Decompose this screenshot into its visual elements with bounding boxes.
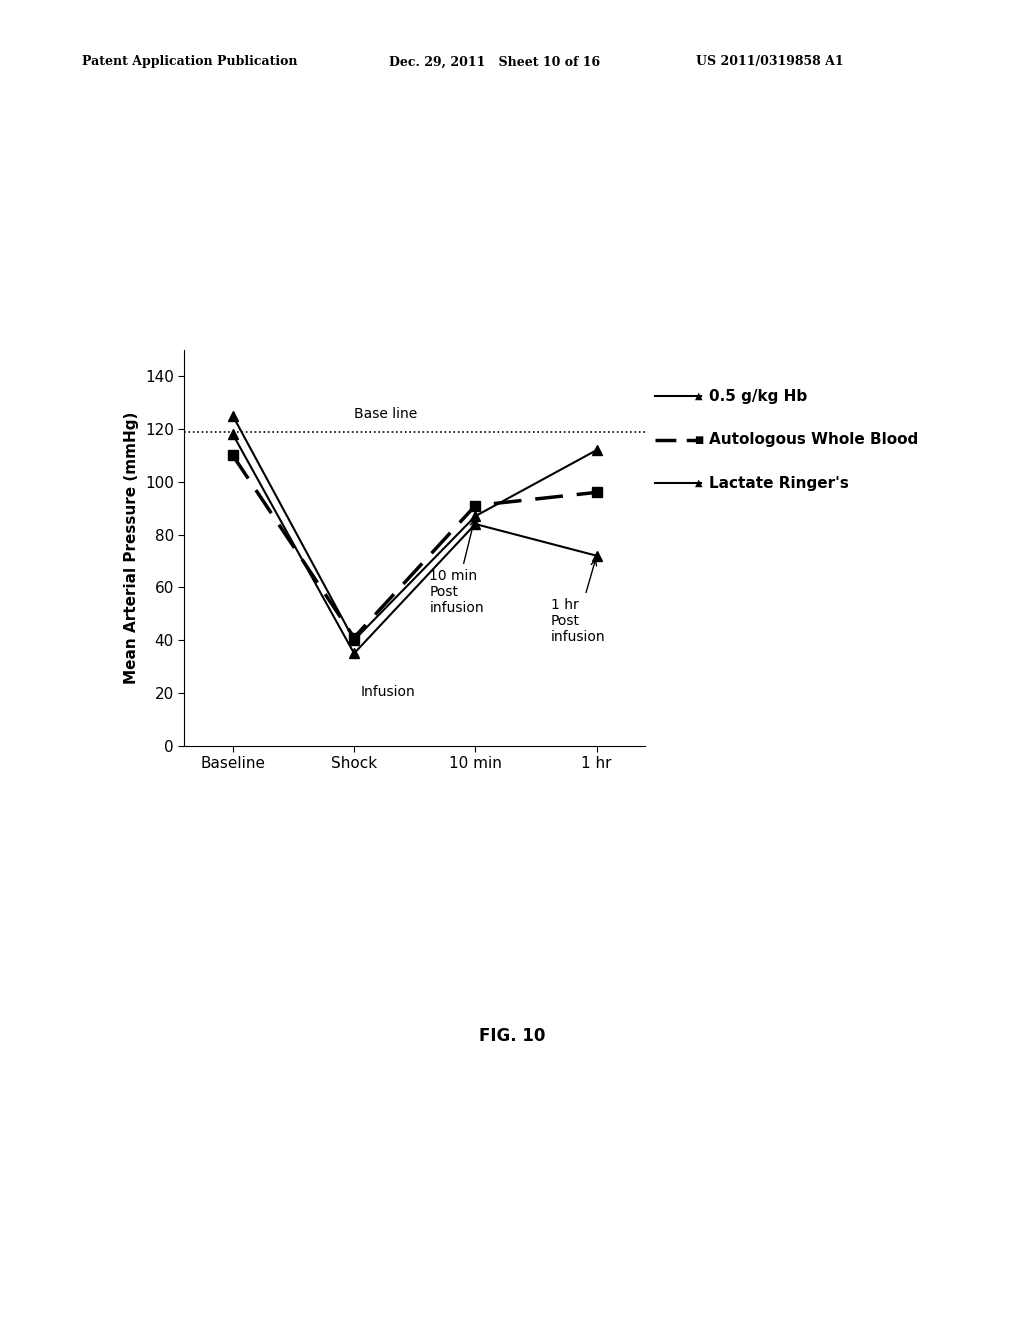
Text: Dec. 29, 2011   Sheet 10 of 16: Dec. 29, 2011 Sheet 10 of 16 [389,55,600,69]
Text: ■: ■ [693,434,703,445]
Text: Patent Application Publication: Patent Application Publication [82,55,297,69]
Text: Infusion: Infusion [360,685,415,700]
Text: Lactate Ringer's: Lactate Ringer's [709,475,849,491]
Text: ▲: ▲ [694,478,702,488]
Text: 1 hr
Post
infusion: 1 hr Post infusion [551,560,605,644]
Text: 0.5 g/kg Hb: 0.5 g/kg Hb [709,388,807,404]
Text: Base line: Base line [354,407,418,421]
Text: US 2011/0319858 A1: US 2011/0319858 A1 [696,55,844,69]
Text: 10 min
Post
infusion: 10 min Post infusion [429,520,484,615]
Y-axis label: Mean Arterial Pressure (mmHg): Mean Arterial Pressure (mmHg) [125,412,139,684]
Text: FIG. 10: FIG. 10 [479,1027,545,1045]
Text: ▲: ▲ [694,391,702,401]
Text: Autologous Whole Blood: Autologous Whole Blood [709,432,918,447]
